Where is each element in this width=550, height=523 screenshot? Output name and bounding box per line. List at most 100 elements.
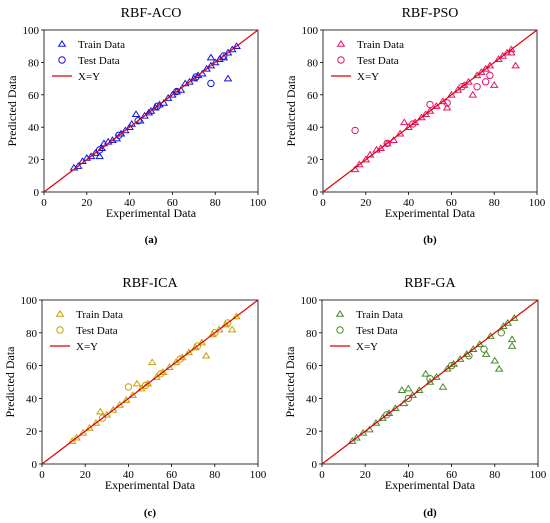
train-data-point [91,419,101,426]
legend-line-label: X=Y [76,341,98,353]
train-data-point [378,414,387,421]
train-data-point [382,139,392,147]
test-data-point [193,342,202,350]
x-tick-label: 40 [124,197,136,209]
x-tick-label: 80 [489,469,501,481]
test-data-point [134,117,142,125]
test-data-point [192,73,200,81]
y-axis-label: Predicted Data [284,75,298,147]
train-data-point [97,144,107,152]
train-data-point [86,152,96,160]
train-data-point [208,330,217,338]
train-data-point [355,160,364,168]
test-data-point [486,71,494,80]
test-data-point [383,411,391,419]
train-data-point [442,364,452,372]
chart-title: RBF-GA [404,276,456,291]
x-equals-y-line [321,299,539,465]
legend-test-marker [58,56,66,64]
y-tick-label: 20 [306,426,318,438]
train-data-point [472,71,482,79]
x-tick-label: 100 [529,197,546,209]
x-tick-label: 20 [81,197,93,209]
test-data-point [172,87,181,96]
train-data-point [202,64,211,72]
train-data-point [189,74,199,82]
train-data-point [494,364,504,372]
train-data-point [140,111,149,119]
test-data-point [383,139,391,148]
test-data-point [157,370,165,378]
y-tick-label: 20 [26,426,38,438]
train-data-point [131,110,141,118]
train-data-point [468,345,478,352]
train-data-point [121,396,131,403]
train-data-point [121,126,130,134]
train-data-point [410,118,420,126]
x-axis-label: Experimental Data [105,478,196,492]
train-data-point [137,384,146,392]
y-tick-label: 20 [307,155,319,167]
train-data-point [449,359,459,367]
train-data-point [232,312,241,320]
train-data-point [438,382,448,390]
x-axis-label: Experimental Data [385,478,476,492]
legend-train-marker [57,40,67,47]
train-data-point [221,320,230,328]
train-data-point [404,123,413,130]
x-tick-label: 80 [209,469,221,481]
train-data-point [206,61,216,69]
train-data-point [499,322,508,330]
train-data-point [481,350,491,357]
y-axis-label: Predicted Data [283,346,297,418]
train-data-point [404,384,413,392]
x-tick-label: 60 [167,197,179,209]
x-tick-label: 100 [250,197,267,209]
x-axis-label: Experimental Data [385,206,476,220]
train-data-point [507,335,517,343]
test-data-point [95,146,104,154]
y-tick-label: 80 [28,57,40,69]
train-data-point [223,48,233,56]
train-data-point [214,325,224,333]
panel-caption: (d) [423,507,437,519]
train-data-point [475,340,484,348]
x-tick-label: 40 [403,469,415,481]
plot-frame [321,299,539,465]
test-data-point [207,79,215,88]
y-tick-label: 100 [302,25,319,37]
train-data-point [361,155,371,163]
y-tick-label: 40 [28,122,40,134]
train-data-point [417,113,426,121]
test-data-point [443,99,451,107]
train-data-point [125,123,134,130]
train-data-point [67,437,77,444]
legend-test-label: Test Data [357,55,399,67]
train-data-point [147,358,157,366]
train-data-point [168,90,177,98]
train-data-point [223,74,233,82]
train-data-point [459,81,469,88]
test-data-point [458,83,466,91]
train-data-point [421,110,431,118]
train-data-point [184,348,194,356]
y-tick-label: 80 [307,57,319,69]
train-data-point [371,419,381,426]
legend-train-marker [335,310,345,317]
train-data-point [498,51,508,59]
test-data-point [351,126,359,135]
train-data-point [477,68,486,75]
train-data-point [507,341,517,349]
legend-test-label: Test Data [78,55,120,67]
panel-caption: (b) [423,234,437,246]
test-data-point [426,100,434,109]
y-tick-label: 80 [26,328,38,340]
train-data-point [228,45,237,53]
x-tick-label: 40 [123,469,135,481]
x-equals-y-line [43,29,259,193]
x-tick-label: 60 [166,469,178,481]
train-data-point [178,353,187,361]
train-data-point [384,409,394,416]
legend-train-label: Train Data [76,309,123,321]
legend-train-label: Train Data [356,309,403,321]
